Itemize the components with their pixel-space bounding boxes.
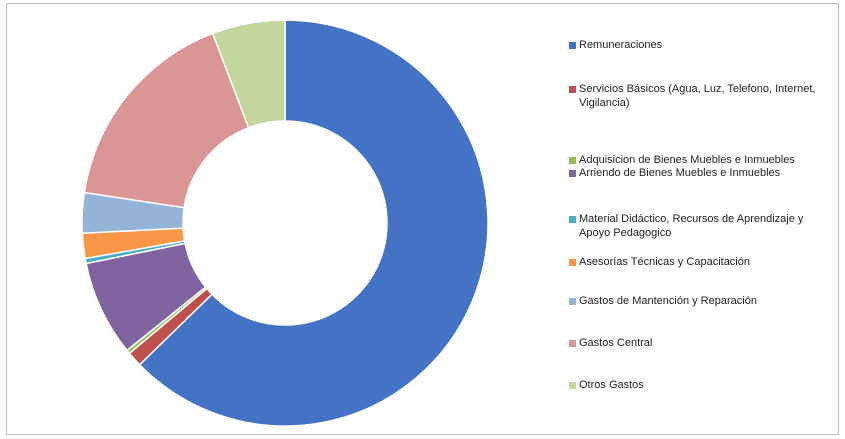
legend-label: Gastos Central	[579, 337, 653, 349]
legend-swatch	[569, 157, 576, 164]
legend-item: Asesorías Técnicas y Capacitación	[569, 255, 750, 269]
legend-swatch	[569, 170, 576, 177]
legend-label: Otros Gastos	[579, 379, 644, 391]
legend-label: Servicios Básicos (Agua, Luz, Telefono, …	[579, 83, 816, 109]
legend-swatch	[569, 340, 576, 347]
legend-label: Asesorías Técnicas y Capacitación	[579, 256, 750, 268]
legend-swatch	[569, 382, 576, 389]
legend-item: Remuneraciones	[569, 38, 662, 52]
legend-item: Otros Gastos	[569, 378, 644, 392]
legend-swatch	[569, 259, 576, 266]
legend-label: Gastos de Mantención y Reparación	[579, 295, 757, 307]
legend-item: Servicios Básicos (Agua, Luz, Telefono, …	[569, 82, 834, 110]
donut-slice-8	[83, 32, 250, 209]
legend-label: Arriendo de Bienes Muebles e Inmuebles	[579, 167, 781, 179]
legend-label: Material Didáctico, Recursos de Aprendiz…	[579, 213, 804, 239]
legend-item: Material Didáctico, Recursos de Aprendiz…	[569, 212, 834, 240]
legend-item: Adquisicion de Bienes Muebles e Inmueble…	[569, 153, 795, 167]
legend-swatch	[569, 216, 576, 223]
legend-item: Arriendo de Bienes Muebles e Inmuebles	[569, 166, 780, 180]
legend-label: Remuneraciones	[579, 39, 663, 51]
legend-label: Adquisicion de Bienes Muebles e Inmueble…	[579, 154, 795, 166]
legend-swatch	[569, 42, 576, 49]
donut-slice-1	[138, 19, 489, 427]
legend-swatch	[569, 86, 576, 93]
legend-item: Gastos de Mantención y Reparación	[569, 294, 757, 308]
donut-slice-9	[211, 19, 286, 129]
legend-swatch	[569, 298, 576, 305]
legend-item: Gastos Central	[569, 336, 652, 350]
